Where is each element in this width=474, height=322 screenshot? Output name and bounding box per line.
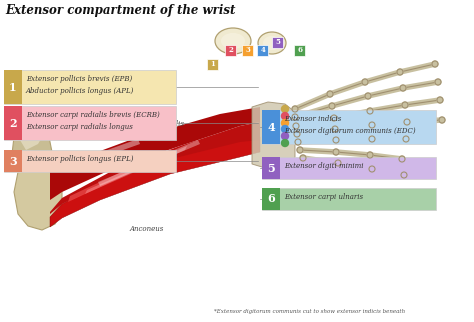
Circle shape — [365, 93, 371, 99]
Text: Extensor indicis: Extensor indicis — [284, 115, 341, 123]
FancyBboxPatch shape — [208, 59, 219, 70]
Circle shape — [367, 152, 373, 158]
Circle shape — [333, 149, 339, 155]
Text: 1: 1 — [9, 81, 17, 92]
Circle shape — [297, 147, 303, 153]
Polygon shape — [20, 128, 44, 150]
Text: 6: 6 — [267, 194, 275, 204]
Circle shape — [435, 79, 441, 85]
Text: Extensor compartment of the wrist: Extensor compartment of the wrist — [5, 4, 236, 17]
Circle shape — [335, 160, 341, 166]
Circle shape — [331, 115, 337, 121]
FancyBboxPatch shape — [294, 44, 306, 55]
Circle shape — [282, 106, 289, 112]
Circle shape — [367, 108, 373, 114]
FancyBboxPatch shape — [262, 157, 436, 179]
Text: 6: 6 — [298, 46, 302, 54]
FancyBboxPatch shape — [4, 150, 22, 172]
Polygon shape — [98, 140, 200, 186]
FancyBboxPatch shape — [4, 106, 176, 140]
Ellipse shape — [263, 36, 281, 50]
Polygon shape — [12, 122, 52, 172]
Text: Extensor pollicis longus (EPL): Extensor pollicis longus (EPL) — [26, 155, 134, 163]
Circle shape — [295, 139, 301, 145]
Circle shape — [437, 97, 443, 103]
Text: Extensor carpi ulnaris: Extensor carpi ulnaris — [284, 193, 363, 201]
Polygon shape — [252, 102, 295, 170]
Text: Extensor digitorum communis (EDC): Extensor digitorum communis (EDC) — [284, 127, 416, 135]
Text: 4: 4 — [261, 46, 265, 54]
Circle shape — [329, 103, 335, 109]
FancyBboxPatch shape — [257, 44, 268, 55]
FancyBboxPatch shape — [262, 110, 436, 144]
Circle shape — [282, 132, 289, 139]
Circle shape — [294, 131, 300, 137]
Circle shape — [292, 114, 298, 120]
Circle shape — [369, 136, 375, 142]
Text: Extensor carpi radialis brevis (ECRB): Extensor carpi radialis brevis (ECRB) — [26, 111, 160, 119]
Text: 3: 3 — [9, 156, 17, 166]
Text: Anconeus: Anconeus — [130, 225, 164, 233]
Text: Extensor pollicis brevis (EPB): Extensor pollicis brevis (EPB) — [26, 75, 132, 83]
FancyBboxPatch shape — [4, 70, 22, 104]
Text: 5: 5 — [275, 38, 281, 46]
Text: 2: 2 — [228, 46, 233, 54]
Text: 3: 3 — [246, 46, 250, 54]
Text: Extensor digiti minimi: Extensor digiti minimi — [284, 162, 364, 170]
Circle shape — [293, 123, 299, 129]
FancyBboxPatch shape — [262, 110, 280, 144]
Polygon shape — [68, 153, 162, 202]
Circle shape — [404, 119, 410, 125]
Circle shape — [402, 102, 408, 108]
Circle shape — [362, 79, 368, 85]
Text: Brachioradialis: Brachioradialis — [130, 120, 184, 128]
Text: 2: 2 — [9, 118, 17, 128]
Polygon shape — [50, 122, 260, 214]
FancyBboxPatch shape — [273, 36, 283, 48]
Circle shape — [282, 112, 289, 119]
Circle shape — [401, 172, 407, 178]
Text: 1: 1 — [210, 60, 216, 68]
Ellipse shape — [258, 32, 286, 54]
Text: Extensor carpi radialis longus: Extensor carpi radialis longus — [26, 123, 133, 131]
Polygon shape — [68, 139, 140, 169]
FancyBboxPatch shape — [4, 106, 22, 140]
FancyBboxPatch shape — [262, 157, 280, 179]
Circle shape — [399, 156, 405, 162]
Text: 5: 5 — [267, 163, 275, 174]
Circle shape — [332, 126, 338, 132]
Polygon shape — [50, 107, 260, 200]
Circle shape — [369, 166, 375, 172]
Circle shape — [439, 117, 445, 123]
FancyBboxPatch shape — [4, 70, 176, 104]
Circle shape — [282, 139, 289, 147]
Polygon shape — [85, 146, 187, 194]
Circle shape — [282, 119, 289, 127]
Ellipse shape — [221, 33, 245, 49]
Ellipse shape — [215, 28, 251, 54]
Circle shape — [333, 137, 339, 143]
Circle shape — [369, 122, 375, 128]
Text: 4: 4 — [267, 121, 275, 132]
Circle shape — [397, 69, 403, 75]
Circle shape — [292, 106, 298, 112]
Circle shape — [327, 91, 333, 97]
Polygon shape — [50, 137, 260, 227]
Circle shape — [300, 155, 306, 161]
Text: Abductor pollicis longus (APL): Abductor pollicis longus (APL) — [26, 87, 134, 95]
FancyBboxPatch shape — [262, 188, 436, 210]
FancyBboxPatch shape — [243, 44, 254, 55]
Circle shape — [282, 126, 289, 132]
Polygon shape — [14, 154, 62, 230]
FancyBboxPatch shape — [4, 150, 176, 172]
Text: *Extensor digitorum communis cut to show extensor indicis beneath: *Extensor digitorum communis cut to show… — [214, 309, 406, 314]
Circle shape — [432, 61, 438, 67]
FancyBboxPatch shape — [226, 44, 237, 55]
Circle shape — [400, 85, 406, 91]
FancyBboxPatch shape — [262, 188, 280, 210]
Circle shape — [403, 136, 409, 142]
